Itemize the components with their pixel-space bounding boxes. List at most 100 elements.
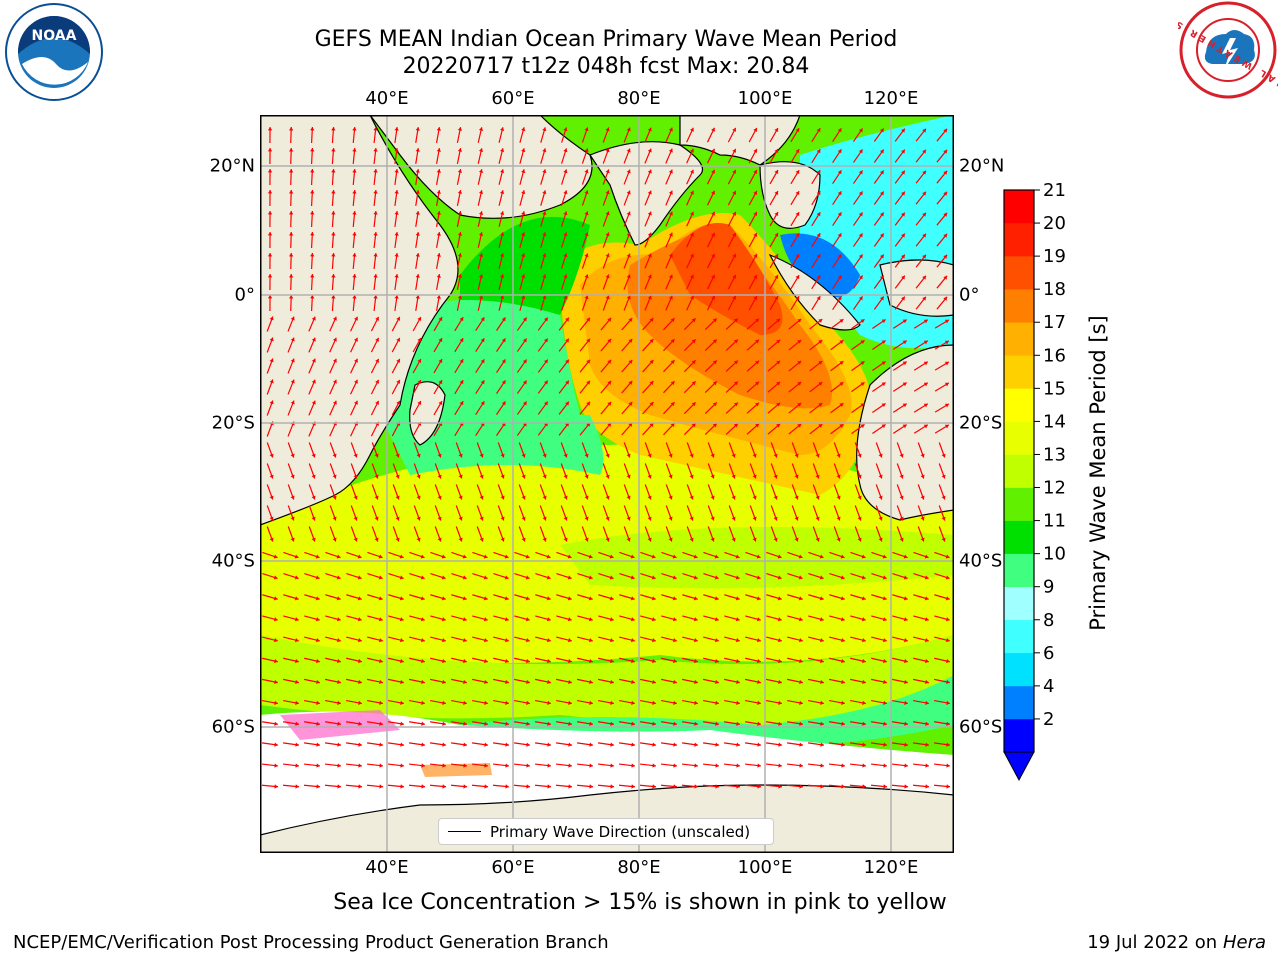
wave-direction-arrowhead — [542, 495, 547, 500]
wave-direction-arrowhead — [542, 453, 547, 458]
wave-direction-arrowhead — [607, 317, 612, 322]
wave-direction-arrowhead — [605, 253, 610, 258]
wave-direction-arrowhead — [731, 537, 736, 542]
wave-direction-arrowhead — [945, 596, 950, 601]
wave-direction-arrowhead — [421, 679, 425, 685]
wave-direction-arrowhead — [712, 423, 717, 428]
wave-direction-arrowhead — [546, 638, 551, 643]
wave-direction-arrowhead — [630, 554, 635, 559]
wave-direction-arrowhead — [484, 763, 488, 768]
wave-direction-arrowhead — [715, 784, 719, 789]
wave-direction-arrowhead — [693, 638, 698, 643]
wave-direction-arrowhead — [820, 763, 824, 768]
wave-direction-arrowhead — [925, 721, 929, 726]
wave-direction-arrowhead — [861, 575, 866, 580]
wave-direction-arrowhead — [289, 127, 294, 131]
wave-direction-arrowhead — [691, 402, 696, 407]
wave-direction-arrowhead — [542, 211, 547, 216]
wave-direction-arrowhead — [478, 232, 484, 236]
wave-direction-arrowhead — [899, 474, 904, 479]
wave-direction-arrowhead — [815, 516, 820, 521]
wave-direction-arrowhead — [732, 274, 737, 279]
wave-direction-arrowhead — [668, 127, 673, 132]
wave-direction-arrowhead — [841, 679, 845, 685]
wave-direction-arrowhead — [879, 254, 884, 259]
wave-direction-arrowhead — [459, 401, 464, 406]
wave-direction-arrowhead — [521, 253, 526, 258]
wave-direction-arrowhead — [820, 658, 824, 664]
wave-direction-arrowhead — [358, 742, 362, 747]
wave-direction-arrowhead — [647, 127, 652, 132]
wave-direction-arrowhead — [290, 337, 295, 342]
wave-direction-arrowhead — [416, 453, 421, 458]
wave-direction-arrowhead — [799, 742, 803, 747]
colorbar-tick-label: 20 — [1043, 213, 1066, 234]
wave-direction-arrowhead — [881, 382, 886, 387]
wave-direction-arrowhead — [584, 537, 589, 542]
wave-direction-arrowhead — [352, 190, 357, 194]
wave-direction-arrowhead — [289, 211, 294, 215]
wave-direction-arrowhead — [691, 339, 696, 344]
wave-direction-arrowhead — [652, 679, 656, 685]
wave-direction-arrowhead — [484, 700, 488, 705]
wave-direction-arrowhead — [589, 742, 593, 747]
wave-direction-arrowhead — [500, 474, 505, 479]
wave-direction-arrowhead — [714, 596, 719, 601]
land-sumatra — [768, 253, 861, 331]
wave-direction-arrowhead — [274, 658, 278, 664]
wave-direction-arrowhead — [421, 763, 425, 768]
wave-direction-arrowhead — [505, 679, 509, 685]
wave-direction-arrowhead — [420, 638, 425, 643]
wave-direction-arrowhead — [441, 596, 446, 601]
wave-direction-arrowhead — [752, 516, 757, 521]
wave-direction-arrowhead — [799, 784, 803, 789]
wave-direction-arrowhead — [479, 495, 484, 500]
wave-direction-arrowhead — [883, 721, 887, 726]
wave-direction-arrowhead — [774, 233, 779, 238]
wave-direction-arrowhead — [500, 516, 505, 521]
wave-direction-arrowhead — [500, 453, 505, 458]
wave-direction-arrowhead — [500, 148, 505, 153]
wave-direction-arrowhead — [542, 474, 547, 479]
wave-direction-arrowhead — [776, 318, 781, 323]
wave-direction-arrowhead — [630, 638, 635, 643]
wave-direction-arrowhead — [436, 127, 441, 131]
wave-direction-arrowhead — [837, 296, 842, 301]
wave-direction-arrowhead — [505, 742, 509, 747]
wave-direction-arrowhead — [673, 658, 677, 664]
wave-direction-arrowhead — [668, 516, 673, 521]
wave-direction-arrowhead — [290, 516, 295, 521]
wave-direction-arrowhead — [753, 169, 758, 174]
wave-direction-arrowhead — [879, 212, 884, 217]
wave-direction-arrowhead — [358, 700, 362, 705]
wave-direction-arrowhead — [400, 763, 404, 768]
wave-direction-arrowhead — [901, 212, 905, 217]
wave-direction-arrowhead — [820, 721, 824, 726]
wave-direction-arrowhead — [316, 784, 320, 789]
wave-direction-arrowhead — [774, 170, 779, 175]
wave-direction-arrowhead — [819, 554, 824, 559]
wave-direction-arrowhead — [881, 424, 886, 429]
wave-direction-arrowhead — [483, 596, 488, 601]
wave-direction-arrowhead — [420, 575, 425, 580]
wave-direction-arrowhead — [816, 191, 821, 196]
wave-direction-arrowhead — [858, 128, 863, 133]
right-tick-label: 60°S — [959, 716, 1003, 738]
wave-direction-arrowhead — [714, 617, 719, 622]
wave-direction-arrowhead — [521, 516, 526, 521]
wave-direction-arrowhead — [526, 658, 530, 664]
wave-direction-arrowhead — [394, 211, 399, 215]
wave-direction-arrowhead — [922, 170, 926, 175]
wave-direction-arrowhead — [647, 211, 652, 216]
wave-direction-arrowhead — [922, 149, 926, 154]
wave-direction-arrowhead — [752, 453, 757, 458]
wave-direction-arrowhead — [336, 554, 341, 559]
wave-direction-arrowhead — [798, 554, 803, 559]
wave-direction-arrowhead — [735, 596, 740, 601]
wave-direction-arrowhead — [521, 453, 526, 458]
wave-direction-arrowhead — [757, 763, 761, 768]
wave-direction-arrowhead — [525, 575, 530, 580]
wave-direction-arrowhead — [649, 360, 654, 365]
wave-direction-arrowhead — [500, 169, 505, 174]
wave-direction-arrowhead — [267, 211, 273, 215]
